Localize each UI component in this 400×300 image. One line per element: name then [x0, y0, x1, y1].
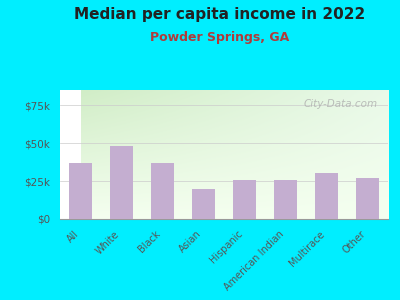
Bar	[151, 163, 174, 219]
Bar	[69, 163, 92, 219]
Bar	[356, 178, 379, 219]
Bar	[110, 146, 133, 219]
Text: Powder Springs, GA: Powder Springs, GA	[150, 32, 290, 44]
Text: Median per capita income in 2022: Median per capita income in 2022	[74, 8, 366, 22]
Bar	[233, 179, 256, 219]
Bar	[315, 173, 338, 219]
Bar	[192, 189, 215, 219]
Bar	[274, 179, 297, 219]
Text: City-Data.com: City-Data.com	[304, 99, 378, 109]
